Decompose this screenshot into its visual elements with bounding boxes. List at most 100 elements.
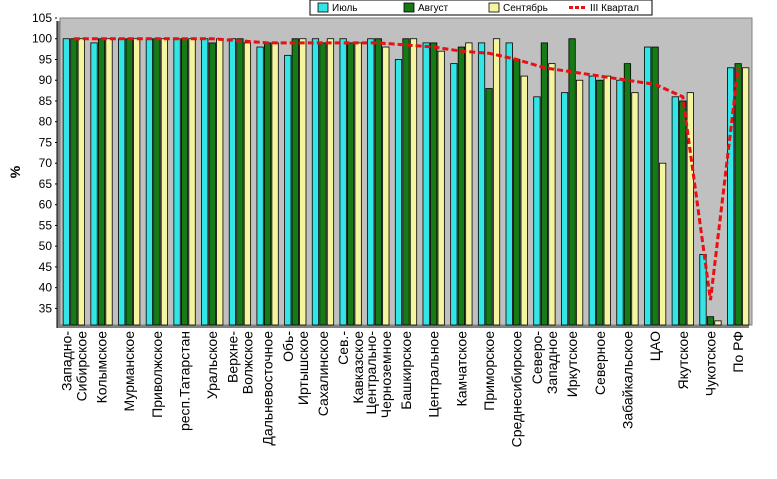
bar-Июль bbox=[394, 59, 403, 326]
bar-Июль bbox=[588, 75, 596, 326]
x-tick-label: Сев.- Кавказское bbox=[335, 331, 366, 404]
y-tick-label: 85 bbox=[39, 94, 53, 108]
y-tick-label: 65 bbox=[39, 177, 53, 191]
bar-Сентябрь bbox=[659, 162, 667, 326]
y-tick-label: 35 bbox=[39, 301, 53, 315]
bar-Август bbox=[70, 38, 78, 326]
x-tick-label-line: Обь- bbox=[280, 331, 296, 362]
y-tick-label: 70 bbox=[39, 156, 53, 170]
bar-Июль bbox=[477, 42, 486, 326]
bar-Август bbox=[402, 38, 410, 326]
bar-Сентябрь bbox=[326, 38, 335, 326]
x-tick-label-line: Иркутское bbox=[564, 331, 580, 397]
y-tick-label: 75 bbox=[39, 135, 53, 149]
x-tick-label-line: Черноземное bbox=[378, 331, 394, 418]
bar-Сентябрь bbox=[437, 50, 445, 326]
x-tick-label: Обь- Иртышское bbox=[280, 331, 311, 405]
bar-Август bbox=[347, 42, 355, 326]
bar-Сентябрь bbox=[548, 63, 556, 326]
bar-Сентябрь bbox=[742, 67, 750, 326]
x-tick-label: Западно- Сибирское bbox=[58, 331, 89, 402]
bar-Июль bbox=[644, 46, 652, 326]
x-tick-label-line: Сибирское bbox=[73, 331, 89, 402]
bar-Август bbox=[180, 38, 189, 326]
x-tick-label-line: Камчатское bbox=[453, 331, 469, 407]
bar-Июль bbox=[62, 38, 70, 326]
bar-Август bbox=[374, 38, 382, 326]
x-tick-label: Приволжское bbox=[149, 331, 165, 418]
x-tick-label-line: Чукотское bbox=[702, 331, 718, 396]
x-tick-label-line: ЦАО bbox=[647, 331, 663, 361]
y-tick-label: 95 bbox=[39, 52, 53, 66]
legend-label: Июль bbox=[332, 3, 358, 14]
legend-swatch bbox=[317, 2, 329, 13]
bar-Август bbox=[540, 42, 549, 326]
bar-Август bbox=[734, 63, 742, 326]
x-tick-label: Дальневосточное bbox=[260, 331, 276, 446]
bar-Сентябрь bbox=[714, 320, 722, 326]
bar-Июль bbox=[118, 38, 126, 326]
bar-Июль bbox=[450, 63, 458, 326]
legend-swatch bbox=[488, 2, 500, 13]
x-tick-label-line: Мурманское bbox=[121, 331, 137, 412]
y-tick-label: 50 bbox=[39, 239, 53, 253]
bar-Сентябрь bbox=[686, 92, 694, 326]
x-tick-label: Чукотское bbox=[702, 331, 718, 396]
x-tick-label-line: По РФ bbox=[730, 331, 746, 373]
x-tick-label: Северное bbox=[592, 331, 608, 395]
bar-Август bbox=[485, 88, 493, 326]
bar-Июль bbox=[256, 46, 264, 326]
x-tick-label-line: Северное bbox=[592, 331, 608, 395]
bar-Сентябрь bbox=[216, 38, 224, 326]
bar-Сентябрь bbox=[631, 92, 639, 326]
x-tick-label-line: Забайкальское bbox=[619, 331, 635, 429]
bar-Август bbox=[596, 79, 604, 326]
y-tick-label: 40 bbox=[39, 281, 53, 295]
x-tick-label: Мурманское bbox=[121, 331, 137, 412]
plot-wall-left bbox=[57, 21, 60, 328]
bar-Август bbox=[679, 100, 687, 326]
bar-Август bbox=[236, 38, 244, 326]
bar-Сентябрь bbox=[575, 79, 584, 326]
bar-Июль bbox=[284, 54, 292, 326]
y-axis-label: % bbox=[7, 165, 23, 178]
y-tick-label: 90 bbox=[39, 73, 53, 87]
bar-Июль bbox=[90, 42, 98, 326]
legend-label: Сентябрь bbox=[503, 2, 548, 14]
x-tick-label-line: Приморское bbox=[481, 331, 497, 411]
x-tick-label-line: Башкирское bbox=[398, 331, 414, 410]
bar-Июль bbox=[173, 38, 181, 326]
line-series-quarter bbox=[73, 37, 740, 301]
bar-Август bbox=[125, 38, 133, 326]
bar-Сентябрь bbox=[188, 38, 196, 326]
legend-box bbox=[309, 0, 653, 16]
x-tick-label: Уральское bbox=[204, 331, 220, 399]
bar-Август bbox=[430, 42, 438, 326]
x-tick-label-line: Приволжское bbox=[149, 331, 165, 418]
plot-floor bbox=[57, 325, 749, 328]
x-tick-label: Камчатское bbox=[453, 331, 469, 407]
bar-Июль bbox=[339, 38, 347, 326]
y-tick-label: 105 bbox=[32, 11, 52, 25]
x-tick-label-line: Центрально- bbox=[363, 331, 379, 415]
bar-Сентябрь bbox=[77, 38, 85, 326]
x-tick-label-line: Колымское bbox=[94, 331, 110, 404]
x-tick-label: Забайкальское bbox=[619, 331, 635, 429]
bar-Июль bbox=[145, 38, 153, 326]
bar-Сентябрь bbox=[465, 42, 473, 326]
bar-Август bbox=[208, 42, 216, 326]
x-tick-label: Колымское bbox=[94, 331, 110, 404]
bar-Август bbox=[706, 316, 715, 326]
bar-Август bbox=[291, 38, 299, 326]
x-tick-label-line: Сахалинское bbox=[315, 331, 331, 416]
x-tick-label: Башкирское bbox=[398, 331, 414, 410]
bar-Август bbox=[319, 42, 327, 326]
bar-Июль bbox=[311, 38, 320, 326]
bar-Сентябрь bbox=[160, 38, 168, 326]
bar-Сентябрь bbox=[299, 38, 307, 326]
bar-Сентябрь bbox=[271, 42, 279, 326]
bar-Сентябрь bbox=[105, 38, 113, 326]
x-tick-label: Центральное bbox=[426, 331, 442, 418]
bar-Сентябрь bbox=[243, 42, 252, 326]
